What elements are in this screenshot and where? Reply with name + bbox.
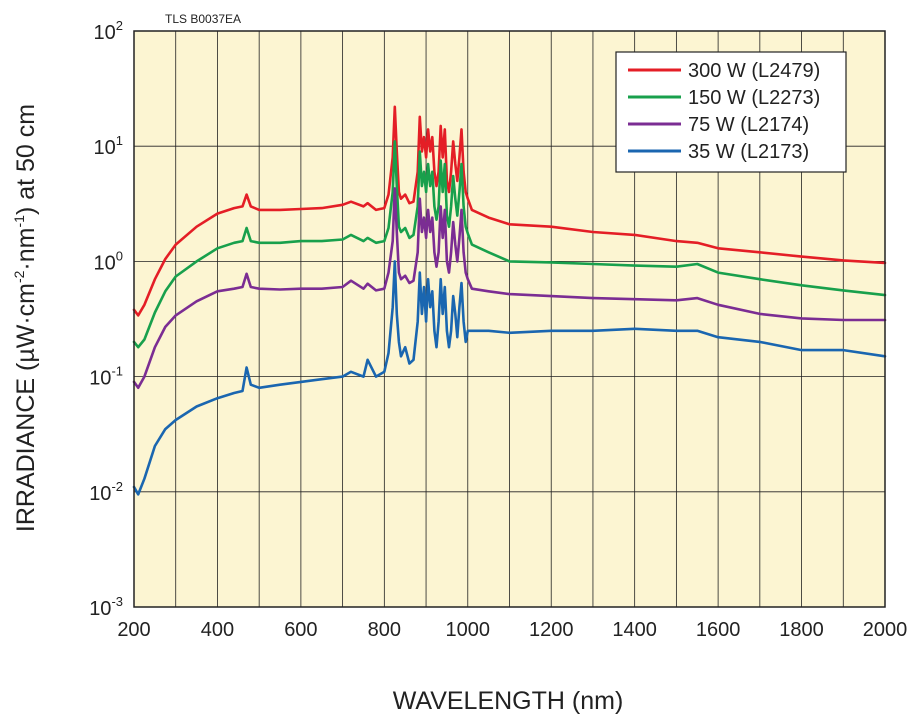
x-tick-label: 800 [368, 619, 401, 641]
series-group [132, 105, 887, 496]
series-line-2 [132, 187, 887, 390]
x-tick-label: 1200 [529, 619, 574, 641]
legend-label: 300 W (L2479) [688, 60, 820, 82]
y-tick-label: 10-1 [89, 364, 123, 390]
legend-label: 75 W (L2174) [688, 114, 809, 136]
y-tick-label: 101 [94, 133, 123, 159]
plot-frame [133, 30, 886, 608]
x-tick-label: 1600 [696, 619, 741, 641]
x-axis-title: WAVELENGTH (nm) [393, 687, 624, 715]
y-tick-label: 102 [94, 18, 123, 44]
series-line-3 [132, 260, 887, 496]
legend-label: 150 W (L2273) [688, 87, 820, 109]
y-tick-label: 10-2 [89, 479, 123, 505]
x-tick-label: 200 [117, 619, 150, 641]
grid [134, 31, 885, 607]
legend: 300 W (L2479) 150 W (L2273) 75 W (L2174) 35… [615, 51, 847, 173]
x-tick-label: 600 [284, 619, 317, 641]
x-tick-label: 400 [201, 619, 234, 641]
x-tick-label: 1800 [779, 619, 824, 641]
x-tick-label: 1400 [612, 619, 657, 641]
chart-code-label: TLS B0037EA [165, 12, 241, 26]
y-tick-labels: 102 101 100 10-1 10-2 10-3 [89, 18, 123, 620]
series-line-0 [132, 105, 887, 317]
y-tick-label: 100 [94, 248, 123, 274]
y-tick-label: 10-3 [89, 594, 123, 620]
legend-label: 35 W (L2173) [688, 141, 809, 163]
x-tick-label: 1000 [446, 619, 491, 641]
x-tick-labels: 200 400 600 800 1000 1200 1400 1600 1800 2000 [117, 619, 907, 641]
x-tick-label: 2000 [863, 619, 908, 641]
series-line-1 [132, 140, 887, 349]
y-axis-title: IRRADIANCE (µW·cm-2·nm-1) at 50 cm [11, 104, 40, 532]
